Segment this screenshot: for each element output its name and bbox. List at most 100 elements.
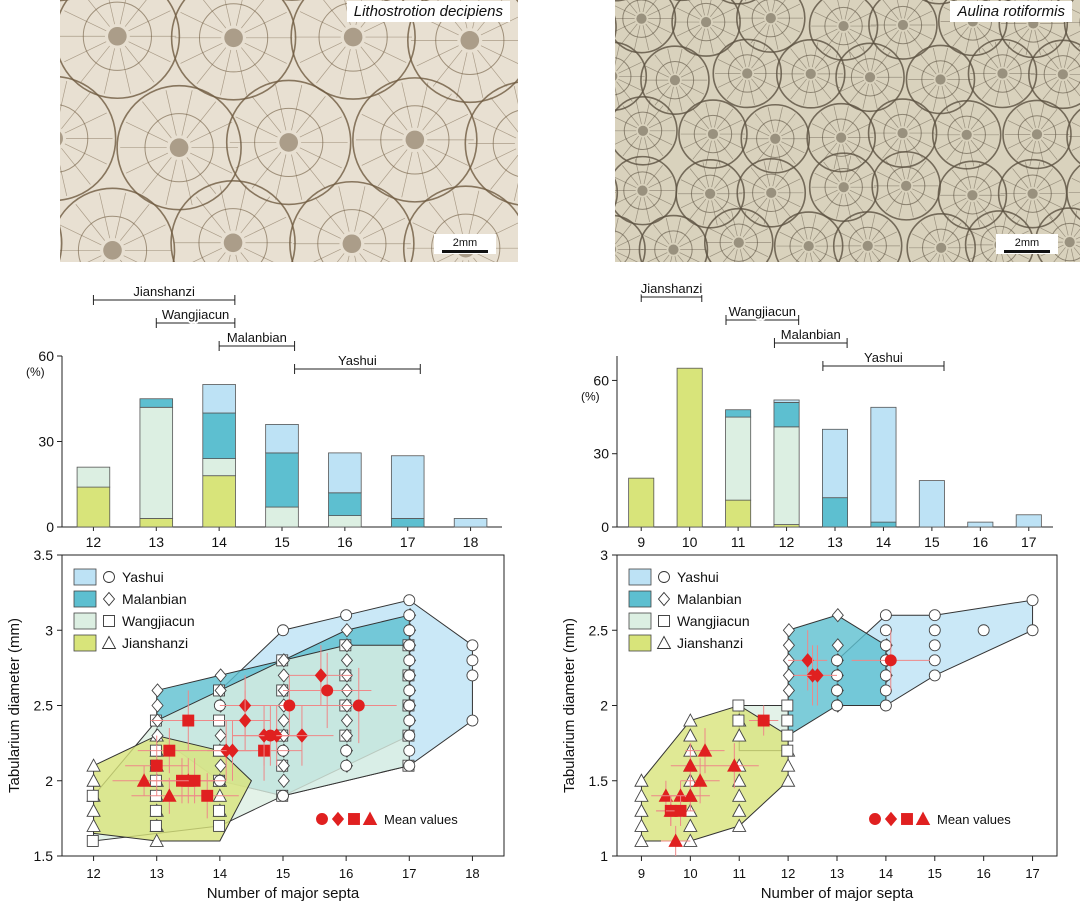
data-point-malanbian: [277, 758, 290, 773]
septum-line: [862, 45, 869, 71]
septum-line: [845, 142, 862, 164]
septum-line: [849, 172, 873, 185]
x-tick-label: 13: [830, 866, 844, 881]
septum-line: [739, 41, 747, 67]
septum-line: [622, 135, 640, 157]
septum-line: [882, 107, 899, 128]
bar-segment-jianshanzi: [76, 486, 111, 528]
data-point-wangjiacun: [213, 819, 226, 832]
legend-swatch: [628, 590, 652, 608]
corallite-wall: [937, 160, 1008, 231]
photo-aulina: Aulina rotiformis 2mm: [615, 0, 1080, 262]
corallite-wall: [1002, 99, 1072, 170]
corallite-wall: [60, 76, 117, 201]
septum-line: [942, 216, 949, 242]
y-axis-title: Tabularium diameter (mm): [6, 618, 23, 793]
septum-line: [646, 135, 664, 157]
septum-line: [718, 217, 735, 238]
axial-column: [967, 190, 978, 201]
septum-line: [860, 214, 867, 240]
septum-line: [61, 92, 91, 129]
axial-column: [615, 71, 618, 81]
septum-line: [774, 23, 792, 44]
septum-line: [244, 216, 287, 238]
corallite-wall: [60, 0, 181, 100]
data-point-yashui: [403, 624, 416, 637]
septum-line: [700, 0, 705, 16]
septum-line: [716, 179, 740, 192]
septum-line: [679, 235, 703, 247]
y-tick-label: 2: [45, 773, 53, 789]
septum-line: [1038, 196, 1062, 209]
septum-line: [809, 214, 817, 240]
septum-line: [190, 152, 233, 174]
scatter-chart: 9 10 11 12 13 14 15 16 17 1 1.5 2 2.5 3 Number of majo…: [561, 547, 1058, 902]
data-point-yashui: [403, 699, 416, 712]
septum-line: [80, 45, 110, 83]
septum-line: [741, 20, 765, 33]
septum-line: [838, 231, 862, 244]
axial-column: [636, 13, 647, 24]
septum-line: [804, 252, 808, 262]
x-tick-label: 12: [781, 866, 795, 881]
septum-line: [241, 47, 271, 85]
septum-line: [119, 0, 127, 25]
septum-line: [946, 139, 963, 161]
range-label: Yashui: [864, 350, 903, 365]
septum-line: [970, 247, 994, 260]
septum-line: [714, 168, 731, 189]
x-tick-label: 11: [731, 534, 746, 550]
septum-line: [774, 0, 786, 13]
septum-line: [1003, 179, 1027, 192]
mean-point-wangjiacun: [201, 789, 214, 802]
mean-point-yashui: [283, 699, 296, 712]
septum-line: [676, 24, 701, 37]
bar-segment-yashui: [822, 428, 848, 499]
septum-line: [60, 224, 102, 246]
septum-line: [970, 109, 988, 130]
septum-line: [933, 216, 941, 242]
septum-line: [911, 250, 936, 262]
data-point-malanbian: [782, 683, 796, 698]
septum-line: [685, 27, 703, 48]
septum-line: [714, 198, 731, 220]
septum-line: [876, 188, 901, 201]
septum-line: [1040, 139, 1058, 160]
data-point-yashui: [879, 609, 892, 622]
axial-column: [838, 20, 849, 32]
septum-line: [932, 47, 940, 73]
bar-segment-jianshanzi: [139, 518, 174, 528]
data-point-malanbian: [277, 713, 290, 728]
data-point-jianshanzi: [731, 788, 747, 802]
bar-segment-yashui: [265, 423, 299, 454]
septum-line: [763, 161, 771, 187]
data-point-jianshanzi: [731, 818, 747, 832]
corallite-wall: [775, 39, 846, 109]
septum-line: [976, 26, 994, 47]
septum-line: [1040, 227, 1064, 240]
y-tick-label: 60: [593, 372, 609, 388]
septum-line: [871, 250, 882, 262]
septum-line: [885, 190, 903, 212]
corallite-wall: [1066, 108, 1080, 165]
septum-line: [474, 148, 517, 170]
septum-line: [472, 52, 484, 98]
septum-line: [840, 62, 865, 75]
septum-line: [653, 224, 670, 245]
septum-line: [108, 0, 115, 25]
septum-line: [1016, 139, 1034, 160]
mean-point-yashui: [321, 684, 334, 697]
septum-line: [196, 196, 226, 234]
septum-line: [874, 51, 891, 73]
septum-line: [648, 133, 673, 146]
axial-column: [805, 68, 816, 79]
data-point-yashui: [928, 639, 941, 652]
septum-line: [296, 96, 326, 133]
data-point-malanbian: [340, 623, 354, 638]
corallite-wall: [225, 79, 352, 206]
x-tick-label: 16: [339, 866, 353, 881]
septum-line: [452, 190, 464, 237]
septum-line: [428, 201, 459, 239]
septum-line: [1034, 29, 1041, 55]
septum-line: [755, 0, 767, 13]
